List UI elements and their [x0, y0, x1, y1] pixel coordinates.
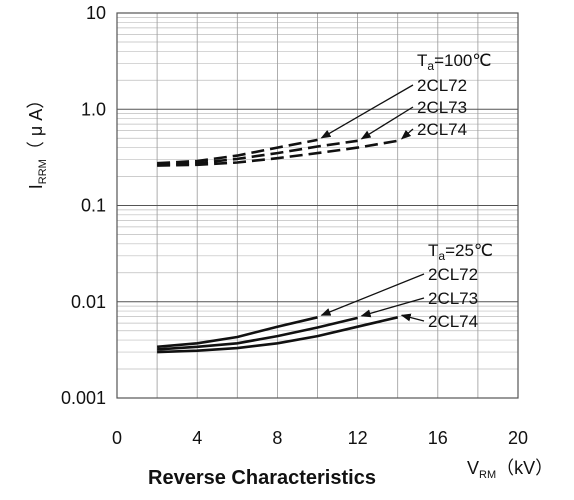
x-tick-label: 16	[428, 428, 448, 448]
series-label-2cl74: 2CL74	[417, 120, 467, 139]
series-label-2cl74: 2CL74	[428, 312, 478, 331]
chart-title: Reverse Characteristics	[148, 467, 376, 489]
leader-arrow-2cl72	[320, 84, 414, 139]
series-line-2cl74-25c	[157, 316, 398, 354]
y-tick-label: 0.01	[71, 292, 106, 312]
series-label-2cl73: 2CL73	[428, 289, 478, 308]
plot-frame	[116, 12, 519, 399]
condition-label-1: Ta=25℃	[428, 241, 493, 263]
y-tick-label: 0.1	[81, 196, 106, 216]
leader-arrow-2cl74	[400, 313, 425, 322]
leader-arrow-2cl74	[400, 128, 414, 140]
y-tick-label: 1.0	[81, 99, 106, 119]
leader-arrows	[320, 84, 425, 322]
grid	[116, 12, 519, 399]
curve-labels: Ta=100℃ 2CL72 2CL73 2CL74 Ta=25℃ 2CL72 2CL73 2C…	[417, 51, 493, 331]
x-tick-label: 8	[272, 428, 282, 448]
x-axis-title-sub: RM	[479, 469, 496, 481]
series-line-2cl74-100c	[157, 139, 398, 167]
x-tick-label: 0	[112, 428, 122, 448]
series-label-2cl72: 2CL72	[417, 76, 467, 95]
y-axis-title-main: I	[26, 184, 46, 189]
series-label-2cl73: 2CL73	[417, 98, 467, 117]
x-tick-label: 20	[508, 428, 528, 448]
series-line-2cl73-25c	[157, 316, 358, 351]
leader-arrow-2cl73	[360, 106, 414, 140]
y-axis-title-sub: RRM	[37, 159, 49, 184]
x-axis-title-unit: （kV）	[496, 458, 553, 478]
x-tick-label: 4	[192, 428, 202, 448]
x-axis-title: VRM（kV）	[467, 458, 553, 481]
x-axis-title-main: V	[467, 458, 479, 478]
series-line-2cl73-100c	[157, 139, 358, 167]
series-lines	[156, 138, 398, 354]
tick-labels: 0.001 0.01 0.1 1.0 10 0 4 8 12 16 20	[61, 3, 528, 448]
y-tick-label: 0.001	[61, 388, 106, 408]
y-tick-label: 10	[86, 3, 106, 23]
y-axis-title: IRRM（ μ A）	[26, 91, 49, 189]
series-label-2cl72: 2CL72	[428, 265, 478, 284]
y-axis-title-unit: （ μ A）	[26, 91, 46, 159]
x-tick-label: 12	[348, 428, 368, 448]
leader-arrow-2cl72	[320, 273, 425, 316]
leader-arrow-2cl73	[360, 297, 425, 318]
series-line-2cl72-25c	[156, 316, 318, 349]
series-line-2cl72-100c	[157, 138, 318, 165]
condition-label-0: Ta=100℃	[417, 51, 491, 73]
